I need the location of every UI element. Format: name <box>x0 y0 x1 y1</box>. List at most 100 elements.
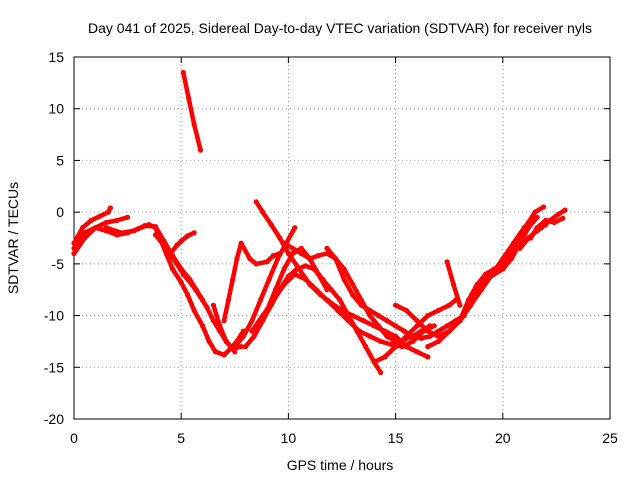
data-point <box>534 214 540 220</box>
axis-ticks: 0 5 10 15 20 25 -20 -15 -10 -5 0 5 10 15 <box>44 49 618 446</box>
data-point <box>403 307 409 313</box>
data-point <box>491 266 497 272</box>
data-point <box>152 232 159 238</box>
data-point <box>249 318 255 324</box>
data-point <box>174 261 180 267</box>
data-point <box>210 302 216 308</box>
data-point <box>315 253 321 259</box>
data-point <box>298 245 304 251</box>
data-point <box>313 287 319 293</box>
data-point <box>210 318 216 324</box>
y-axis-label: SDTVAR / TECUs <box>5 182 21 294</box>
x-tick-label: 10 <box>281 430 297 446</box>
data-point <box>551 219 557 226</box>
data-point <box>525 235 532 241</box>
data-point <box>114 217 120 223</box>
data-point <box>247 256 253 262</box>
data-point <box>103 219 109 226</box>
data-point <box>555 211 562 217</box>
data-point <box>270 253 276 259</box>
series-trace-9 <box>221 240 283 323</box>
data-point <box>191 121 197 127</box>
data-point <box>410 338 416 344</box>
data-point <box>446 328 452 334</box>
series-trace-6 <box>181 70 203 153</box>
data-point <box>180 69 186 76</box>
data-point <box>88 217 94 223</box>
y-tick-label: 15 <box>48 49 64 65</box>
data-point <box>378 338 384 344</box>
data-point <box>335 307 341 313</box>
data-point <box>425 313 431 319</box>
data-point <box>230 276 236 282</box>
data-point <box>131 228 137 234</box>
data-point <box>388 341 394 348</box>
data-point <box>393 302 399 308</box>
data-point <box>178 238 184 244</box>
data-point <box>118 230 124 236</box>
data-point <box>264 307 270 313</box>
data-point <box>435 307 442 313</box>
data-point <box>234 256 240 262</box>
data-point <box>170 266 176 272</box>
data-point <box>500 261 506 267</box>
data-point <box>393 323 399 329</box>
data-point <box>382 354 388 360</box>
data-point <box>444 323 450 329</box>
data-point <box>281 281 287 288</box>
data-point <box>543 222 549 228</box>
data-point <box>294 266 300 272</box>
data-point <box>483 271 489 277</box>
data-point <box>71 250 77 257</box>
data-point <box>534 228 540 234</box>
series-trace-2 <box>71 222 246 358</box>
x-tick-label: 5 <box>177 430 185 446</box>
data-point <box>324 287 330 293</box>
data-point <box>204 304 210 310</box>
x-axis-label: GPS time / hours <box>287 457 394 473</box>
data-point <box>185 292 191 298</box>
series-trace-24 <box>517 222 548 251</box>
data-point <box>337 297 343 303</box>
data-point <box>431 323 437 329</box>
data-point <box>532 209 538 215</box>
data-point <box>345 318 351 324</box>
chart-title: Day 041 of 2025, Sidereal Day-to-day VTE… <box>88 20 592 36</box>
x-tick-label: 20 <box>495 430 511 446</box>
data-point <box>427 323 433 329</box>
data-point <box>474 281 480 288</box>
data-point <box>367 333 373 339</box>
data-point <box>253 261 259 267</box>
y-tick-label: 10 <box>48 101 64 117</box>
data-point <box>403 333 409 339</box>
data-point <box>197 294 204 300</box>
data-point <box>500 266 506 272</box>
data-point <box>191 230 197 236</box>
data-point <box>197 147 204 153</box>
x-tick-label: 15 <box>388 430 404 446</box>
data-point <box>260 313 266 319</box>
data-point <box>268 222 274 228</box>
data-point <box>363 344 369 350</box>
data-point <box>272 287 279 293</box>
data-point <box>298 250 304 257</box>
data-point <box>92 225 98 231</box>
data-point <box>350 281 356 288</box>
data-point <box>152 224 159 230</box>
data-point <box>142 223 148 229</box>
data-point <box>103 225 109 231</box>
data-point <box>221 352 227 358</box>
y-tick-label: 0 <box>56 204 64 220</box>
x-tick-label: 0 <box>70 430 78 446</box>
data-point <box>414 318 420 324</box>
data-point <box>315 271 321 277</box>
data-point <box>517 235 523 241</box>
data-point <box>328 287 334 293</box>
data-point <box>264 259 270 265</box>
data-point <box>341 266 347 272</box>
data-point <box>303 276 309 282</box>
data-point <box>221 318 227 324</box>
x-tick-label: 25 <box>602 430 618 446</box>
data-point <box>540 204 547 210</box>
